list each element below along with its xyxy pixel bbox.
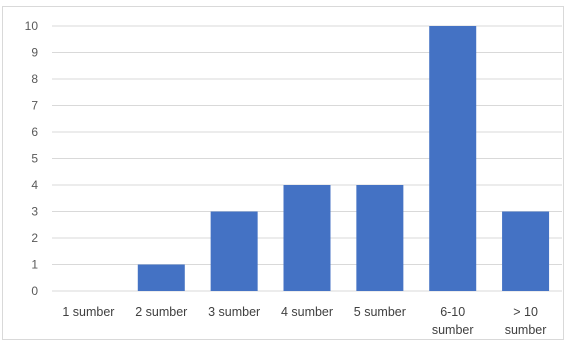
- bar-2: [210, 211, 258, 291]
- x-category-label: 1 sumber: [62, 305, 114, 319]
- y-tick-label: 7: [31, 99, 38, 113]
- x-category-label: sumber: [505, 323, 547, 337]
- x-category-label: 3 sumber: [208, 305, 260, 319]
- y-tick-label: 10: [25, 19, 39, 33]
- y-tick-label: 0: [31, 284, 38, 298]
- y-tick-label: 6: [31, 125, 38, 139]
- y-tick-label: 5: [31, 152, 38, 166]
- y-tick-label: 8: [31, 72, 38, 86]
- x-axis-categories: 1 sumber 2 sumber 3 sumber 4 sumber 5 sumber…: [62, 305, 546, 337]
- gridlines: [52, 25, 562, 292]
- x-category-label: 4 sumber: [281, 305, 333, 319]
- y-tick-label: 4: [31, 178, 38, 192]
- bars: [137, 26, 550, 291]
- x-category-label: 5 sumber: [354, 305, 406, 319]
- y-tick-label: 1: [31, 258, 38, 272]
- bar-5: [429, 26, 477, 291]
- x-category-label: 6-10: [440, 305, 465, 319]
- x-category-label: > 10: [513, 305, 538, 319]
- bar-3: [283, 185, 331, 291]
- bar-1: [137, 264, 185, 291]
- y-tick-label: 3: [31, 205, 38, 219]
- y-axis-ticks: 0 1 2 3 4 5 6 7 8 9 10: [25, 19, 39, 298]
- bar-6: [502, 211, 550, 291]
- y-tick-label: 9: [31, 46, 38, 60]
- x-category-label: sumber: [432, 323, 474, 337]
- x-category-label: 2 sumber: [135, 305, 187, 319]
- bar-4: [356, 185, 404, 291]
- y-tick-label: 2: [31, 231, 38, 245]
